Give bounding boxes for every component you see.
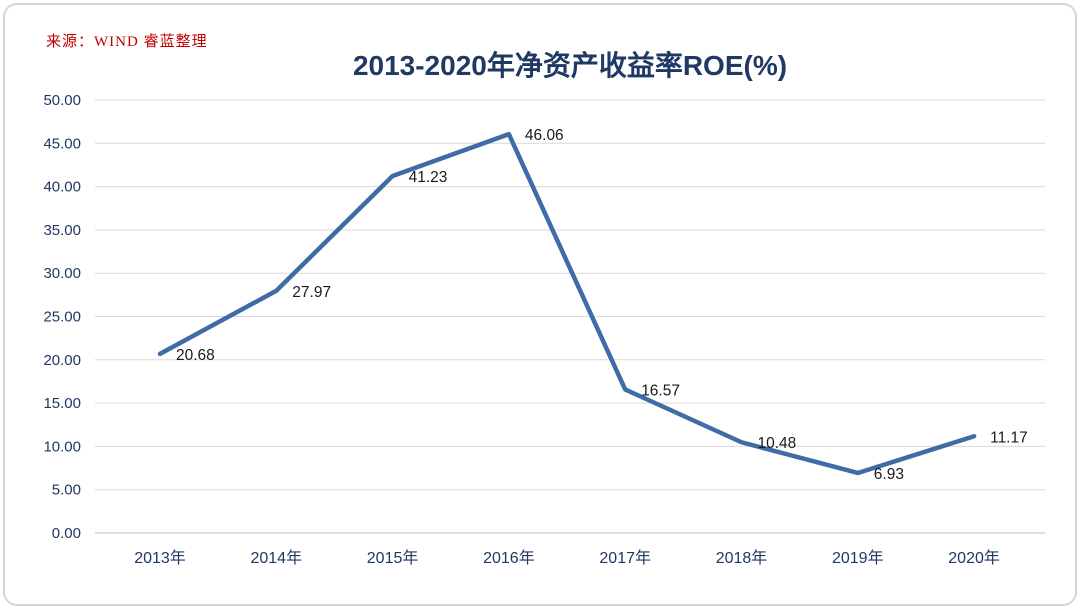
y-axis-tick-label: 15.00 (43, 395, 81, 412)
y-axis-tick-label: 5.00 (52, 482, 81, 499)
x-axis-tick-label: 2018年 (716, 549, 768, 567)
source-note: 来源：WIND 睿蓝整理 (46, 34, 208, 50)
data-point-label: 16.57 (641, 383, 680, 400)
y-axis-tick-label: 30.00 (43, 265, 81, 282)
y-axis-tick-label: 20.00 (43, 352, 81, 369)
y-axis-tick-label: 25.00 (43, 309, 81, 326)
data-point-label: 20.68 (176, 347, 215, 364)
chart-title: 2013-2020年净资产收益率ROE(%) (352, 50, 788, 81)
data-point-label: 46.06 (525, 127, 564, 144)
data-point-label: 41.23 (409, 169, 448, 186)
x-axis-tick-label: 2016年 (483, 549, 535, 567)
x-axis-tick-label: 2019年 (832, 549, 884, 567)
x-axis-tick-label: 2020年 (948, 549, 1000, 567)
chart-card-border (3, 3, 1077, 606)
data-point-label: 10.48 (758, 435, 797, 452)
y-axis-tick-label: 10.00 (43, 438, 81, 455)
y-axis-tick-label: 45.00 (43, 135, 81, 152)
data-point-label: 6.93 (874, 466, 904, 483)
y-axis-tick-label: 35.00 (43, 222, 81, 239)
y-axis-tick-label: 40.00 (43, 179, 81, 196)
y-axis-tick-label: 50.00 (43, 92, 81, 109)
x-axis-tick-label: 2013年 (134, 549, 186, 567)
x-axis-tick-label: 2017年 (599, 549, 651, 567)
data-point-label: 27.97 (292, 284, 331, 301)
y-axis-tick-label: 0.00 (52, 525, 81, 542)
roe-line-series (157, 131, 977, 476)
data-point-label: 11.17 (990, 429, 1028, 446)
x-axis-tick-label: 2014年 (250, 549, 302, 567)
x-axis-tick-label: 2015年 (367, 549, 419, 567)
